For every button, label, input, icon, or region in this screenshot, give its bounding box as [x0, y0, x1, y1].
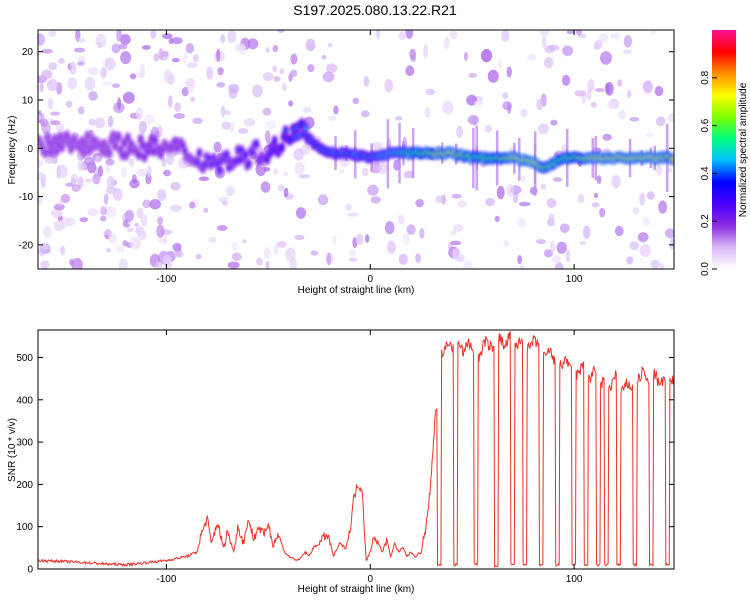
- spectrogram-y-tick-m10: -10: [19, 192, 674, 203]
- svg-text:0.0: 0.0: [700, 262, 711, 276]
- snr-x-ticks: -100 0 100: [156, 330, 583, 585]
- snr-y-axis-label: SNR (10 * v/v): [7, 418, 18, 482]
- spectrogram-x-ticks: -100 0 100: [156, 30, 583, 285]
- spectrogram-frame: [37, 29, 675, 270]
- spectrogram-ridge: [38, 117, 674, 177]
- spectrogram-y-tick-20: 20: [22, 47, 674, 58]
- colorbar-tick-0: 0.0: [700, 262, 717, 276]
- colorbar-tick-0p2: 0.2: [700, 214, 717, 228]
- svg-text:-20: -20: [19, 240, 34, 251]
- svg-text:400: 400: [16, 395, 33, 406]
- spectrogram-heatmap: [38, 30, 674, 269]
- snr-y-tick-300: 300: [16, 438, 674, 449]
- svg-text:10: 10: [22, 96, 34, 107]
- snr-series-line: [38, 331, 674, 569]
- svg-text:0: 0: [27, 565, 33, 576]
- svg-text:0: 0: [27, 144, 33, 155]
- snr-x-tick-m100: -100: [156, 330, 177, 585]
- snr-background: [38, 330, 674, 569]
- svg-text:0: 0: [367, 274, 373, 285]
- svg-text:20: 20: [22, 47, 34, 58]
- svg-text:0.6: 0.6: [700, 118, 711, 132]
- spectrogram-x-tick-0: 0: [367, 30, 373, 285]
- colorbar-ticks: 0.0 0.2 0.4 0.6 0.8: [700, 70, 717, 276]
- svg-text:100: 100: [566, 574, 583, 585]
- snr-y-tick-500: 500: [16, 353, 674, 364]
- svg-text:200: 200: [16, 480, 33, 491]
- snr-y-ticks: 0 100 200 300 400 500: [16, 353, 674, 576]
- snr-frame: [37, 329, 675, 570]
- snr-y-tick-100: 100: [16, 522, 674, 533]
- spectrogram-y-tick-0: 0: [27, 144, 674, 155]
- spectrogram-y-tick-m20: -20: [19, 240, 674, 251]
- snr-y-tick-200: 200: [16, 480, 674, 491]
- snr-x-axis-label: Height of straight line (km): [298, 584, 415, 595]
- svg-text:0: 0: [367, 574, 373, 585]
- svg-text:0.8: 0.8: [700, 70, 711, 84]
- svg-text:-10: -10: [19, 192, 34, 203]
- colorbar-tick-0p8: 0.8: [700, 70, 717, 85]
- svg-text:100: 100: [16, 522, 33, 533]
- snr-y-tick-400: 400: [16, 395, 674, 406]
- spectrogram-x-axis-label: Height of straight line (km): [298, 285, 415, 296]
- svg-text:0.2: 0.2: [700, 214, 711, 228]
- spectrogram-y-axis-label: Frequency (Hz): [7, 116, 18, 185]
- spectrogram-x-tick-m100: -100: [156, 30, 177, 285]
- spectrogram-y-ticks: -20 -10 0 10 20: [19, 47, 674, 251]
- snr-y-tick-0: 0: [27, 565, 674, 576]
- colorbar-gradient: [712, 30, 736, 269]
- svg-text:-100: -100: [156, 274, 176, 285]
- svg-text:-100: -100: [156, 574, 176, 585]
- svg-text:500: 500: [16, 353, 33, 364]
- snr-x-tick-0: 0: [367, 330, 373, 585]
- spectrogram-y-tick-10: 10: [22, 96, 674, 107]
- snr-panel: -100 0 100 0 100 200 300 400 500 Height of stra…: [7, 329, 675, 595]
- svg-text:100: 100: [566, 274, 583, 285]
- snr-x-tick-100: 100: [566, 330, 583, 585]
- svg-text:300: 300: [16, 438, 33, 449]
- colorbar-tick-0p6: 0.6: [700, 118, 717, 133]
- colorbar-tick-0p4: 0.4: [700, 166, 717, 180]
- colorbar: 0.0 0.2 0.4 0.6 0.8 Normalized spectral ampl…: [700, 30, 749, 276]
- spectrogram-x-tick-100: 100: [566, 30, 583, 285]
- svg-text:0.4: 0.4: [700, 166, 711, 180]
- colorbar-label: Normalized spectral amplitude: [738, 82, 749, 217]
- chart-title: S197.2025.080.13.22.R21: [293, 2, 457, 18]
